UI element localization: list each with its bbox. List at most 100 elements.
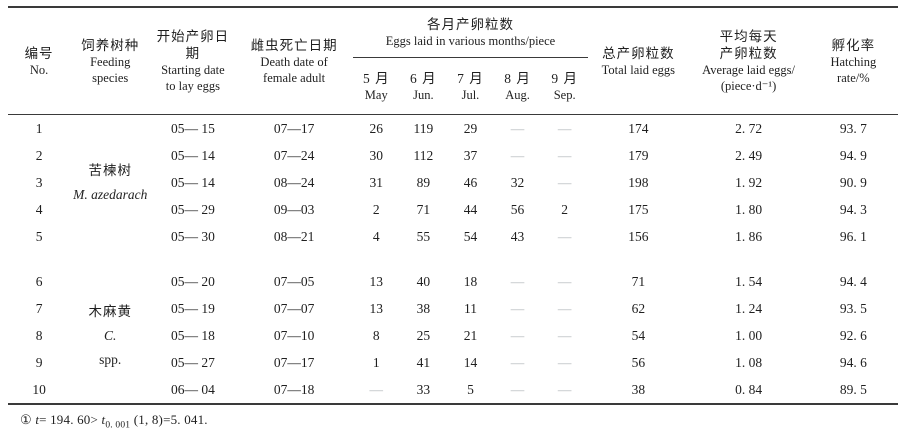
col-header-may: 5 月 May <box>352 57 400 115</box>
col-header-average-en2: (piece·d⁻¹) <box>720 79 777 93</box>
cell-total: 71 <box>631 273 646 289</box>
cell-avg: 2. 49 <box>735 147 763 163</box>
cell-may: 30 <box>369 147 384 163</box>
cell-death: 07—18 <box>273 381 315 397</box>
cell-death: 08—21 <box>273 228 315 244</box>
species-cell: 苦楝树 M. azedarach <box>70 115 150 251</box>
col-group-header-months: 各月产卵粒数 Eggs laid in various months/piece <box>352 7 589 58</box>
col-header-hatch-en2: rate/% <box>837 70 870 85</box>
cell-total: 174 <box>628 120 649 136</box>
cell-no: 6 <box>35 273 43 289</box>
cell-death: 08—24 <box>273 174 315 190</box>
col-header-hatch-zh: 孵化率 <box>831 37 876 53</box>
months-group-en: Eggs laid in various months/piece <box>385 34 556 48</box>
egg-laying-table: 编号 No. 饲养树种 Feeding species 开始产卵日期 Start… <box>8 6 898 405</box>
month-jul-zh: 7 月 <box>457 70 484 86</box>
col-header-death-en2: female adult <box>263 70 326 85</box>
footnote-t-statistic: t <box>35 412 40 427</box>
cell-jun: 33 <box>416 381 431 397</box>
cell-sep: — <box>557 174 572 190</box>
cell-total: 62 <box>631 300 646 316</box>
col-header-average-zh1: 平均每天 <box>719 29 778 44</box>
table-row: 5 05— 30 08—21 4 55 54 43 — 156 1. 86 96. 1 <box>8 223 898 250</box>
cell-start: 05— 14 <box>170 147 215 163</box>
cell-sep: — <box>557 354 572 370</box>
cell-hatch: 94. 4 <box>839 273 867 289</box>
cell-hatch: 92. 6 <box>839 327 867 343</box>
cell-may: 8 <box>372 327 380 343</box>
month-jul-en: Jul. <box>461 87 480 102</box>
species-line: 木麻黄 <box>88 303 132 319</box>
table-row: 7 05— 19 07—07 13 38 11 — — 62 1. 24 93. 5 <box>8 295 898 322</box>
cell-start: 05— 19 <box>170 300 215 316</box>
cell-jun: 112 <box>413 147 434 163</box>
table-row: 6 木麻黄 C. spp. 05— 20 07—05 13 40 18— —71 1. 54 94. … <box>8 268 898 367</box>
cell-no: 3 <box>35 174 43 190</box>
footnote-alpha-subscript: 0. 001 <box>105 420 131 431</box>
month-aug-zh: 8 月 <box>504 70 531 86</box>
col-header-hatching: 孵化率 Hatching rate/% <box>808 7 898 115</box>
month-may-en: May <box>364 87 388 102</box>
cell-hatch: 96. 1 <box>839 228 867 244</box>
cell-start: 05— 29 <box>170 201 215 217</box>
cell-start: 05— 14 <box>170 174 215 190</box>
table-row: 4 05— 29 09—03 2 71 44 56 2 175 1. 80 94. 3 <box>8 196 898 223</box>
table-row: 2 05— 14 07—24 30 112 37 — — 179 2. 49 94. 9 <box>8 142 898 169</box>
cell-total: 198 <box>628 174 649 190</box>
cell-aug: 43 <box>510 228 525 244</box>
cell-hatch: 94. 3 <box>839 201 867 217</box>
species-line: M. azedarach <box>73 186 148 202</box>
col-header-no-zh: 编号 <box>24 45 54 61</box>
cell-may: 13 <box>369 300 384 316</box>
table-footnote: ① t= 194. 60> t0. 001 (1, 8)=5. 041. <box>20 412 899 431</box>
cell-start: 05— 18 <box>170 327 215 343</box>
col-header-start-date: 开始产卵日期 Starting date to lay eggs <box>150 7 236 115</box>
col-header-species-en1: Feeding <box>90 54 131 69</box>
col-header-no-en: No. <box>29 62 49 77</box>
species-cell: 木麻黄 C. spp. <box>70 268 150 404</box>
cell-avg: 1. 08 <box>735 354 763 370</box>
cell-death: 07—17 <box>273 120 315 136</box>
cell-jul: 44 <box>463 201 478 217</box>
table-body-group-1: 1 苦楝树 M. azedarach 05— 15 07—17 26 119 29 — — 174 2… <box>8 115 898 251</box>
month-jun-en: Jun. <box>413 87 434 102</box>
cell-no: 4 <box>35 201 43 217</box>
cell-no: 2 <box>35 147 43 163</box>
cell-sep: — <box>557 273 572 289</box>
cell-death: 07—17 <box>273 354 315 370</box>
cell-jul: 14 <box>463 354 478 370</box>
cell-hatch: 90. 9 <box>839 174 867 190</box>
footnote-critical-value: (1, 8)=5. 041. <box>130 412 208 427</box>
col-header-total: 总产卵粒数 Total laid eggs <box>588 7 689 115</box>
col-header-death-zh: 雌虫死亡日期 <box>250 37 338 53</box>
footnote-marker: ① <box>20 412 36 427</box>
cell-aug: — <box>510 354 525 370</box>
cell-start: 05— 30 <box>170 228 215 244</box>
cell-death: 07—10 <box>273 327 315 343</box>
cell-no: 8 <box>35 327 43 343</box>
cell-aug: 32 <box>510 174 525 190</box>
month-sep-zh: 9 月 <box>551 70 578 86</box>
col-header-jul: 7 月 Jul. <box>446 57 494 115</box>
cell-aug: 56 <box>510 201 525 217</box>
cell-sep: — <box>557 327 572 343</box>
cell-jul: 5 <box>467 381 474 397</box>
col-header-no: 编号 No. <box>8 7 71 115</box>
cell-total: 156 <box>628 228 649 244</box>
month-subheader-row: 5 月 May 6 月 Jun. 7 月 Jul. 8 月 Aug. 9 月 <box>8 57 898 115</box>
cell-sep: — <box>557 381 572 397</box>
table-header: 编号 No. 饲养树种 Feeding species 开始产卵日期 Start… <box>8 7 898 115</box>
cell-start: 05— 20 <box>170 273 215 289</box>
col-header-death-date: 雌虫死亡日期 Death date of female adult <box>235 7 353 115</box>
col-header-jun: 6 月 Jun. <box>399 57 447 115</box>
table-row: 10 06— 04 07—18 — 33 5 — — 38 0. 84 89. 5 <box>8 376 898 404</box>
table-row: 3 05— 14 08—24 31 89 46 32 — 198 1. 92 90. 9 <box>8 169 898 196</box>
cell-may: 2 <box>372 201 380 217</box>
col-header-start-zh: 开始产卵日期 <box>156 29 230 61</box>
cell-avg: 1. 86 <box>735 228 763 244</box>
col-header-average: 平均每天 产卵粒数 Average laid eggs/ (piece·d⁻¹) <box>688 7 809 115</box>
cell-avg: 2. 72 <box>735 120 763 136</box>
col-header-species: 饲养树种 Feeding species <box>70 7 151 115</box>
cell-jun: 38 <box>416 300 431 316</box>
